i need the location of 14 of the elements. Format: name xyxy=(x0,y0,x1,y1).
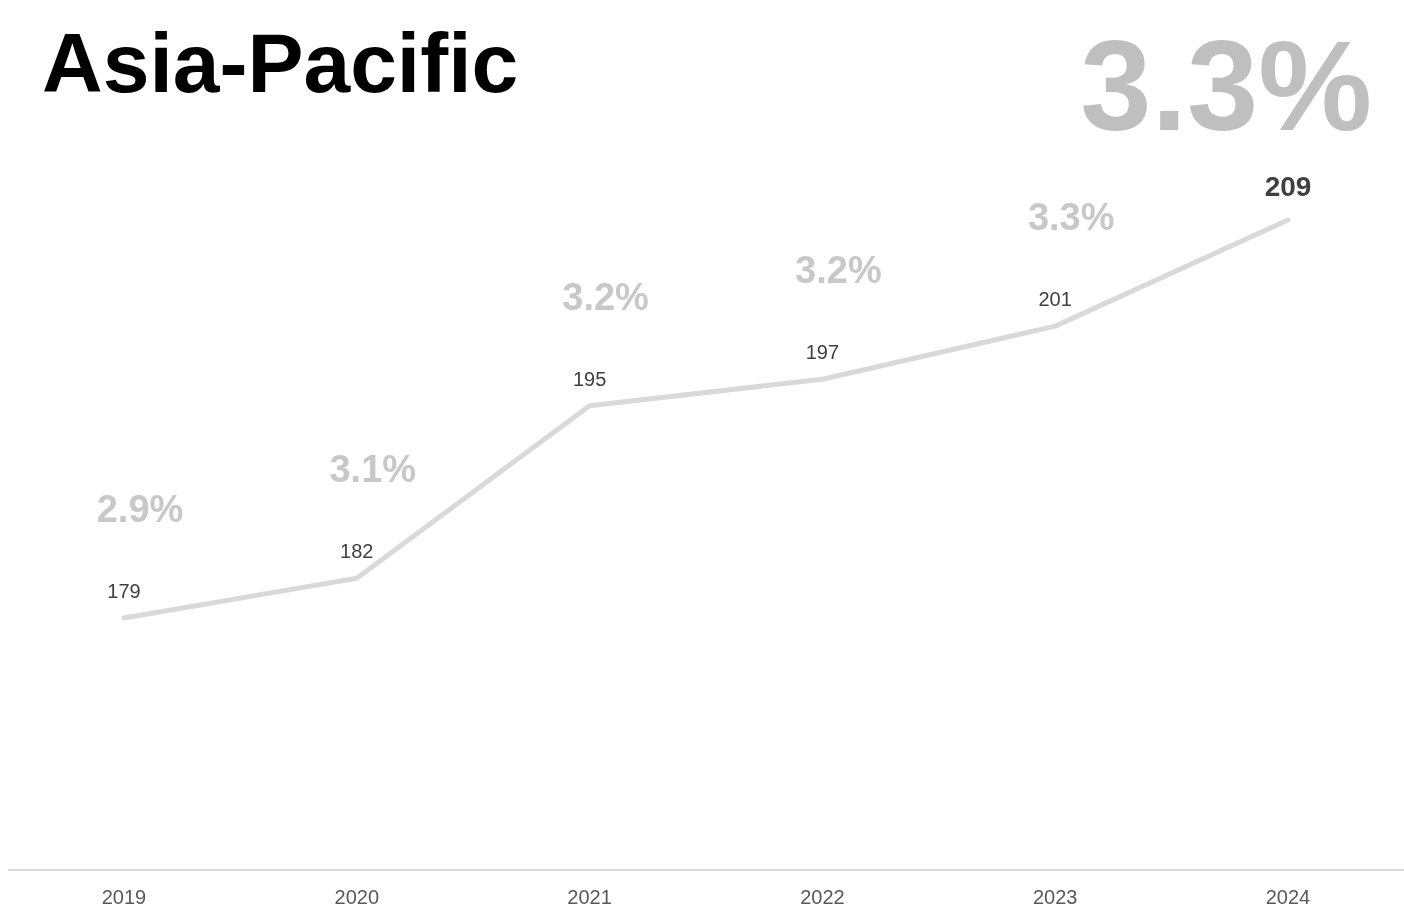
data-label: 209 xyxy=(1264,171,1312,202)
x-tick-label: 2019 xyxy=(101,886,147,908)
x-tick-label: 2020 xyxy=(334,886,380,908)
chart-title: Asia-Pacific xyxy=(42,16,519,110)
data-label: 201 xyxy=(1038,288,1072,311)
x-tick-label: 2024 xyxy=(1265,886,1311,908)
x-tick-label: 2023 xyxy=(1032,886,1078,908)
data-label: 197 xyxy=(805,341,840,364)
data-label: 179 xyxy=(107,580,141,603)
data-label: 195 xyxy=(572,367,607,390)
x-tick-label: 2022 xyxy=(800,886,845,908)
data-label: 182 xyxy=(340,540,374,563)
text: 3.3% xyxy=(1080,14,1372,157)
x-tick-label: 2021 xyxy=(567,886,612,908)
